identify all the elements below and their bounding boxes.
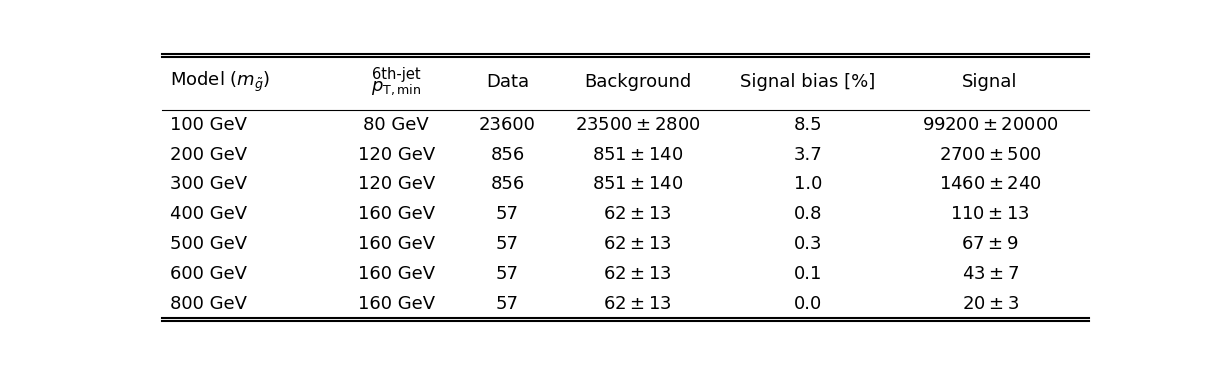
Text: $p_{\mathrm{T,min}}$: $p_{\mathrm{T,min}}$ (371, 79, 421, 96)
Text: 6th-jet: 6th-jet (372, 67, 420, 82)
